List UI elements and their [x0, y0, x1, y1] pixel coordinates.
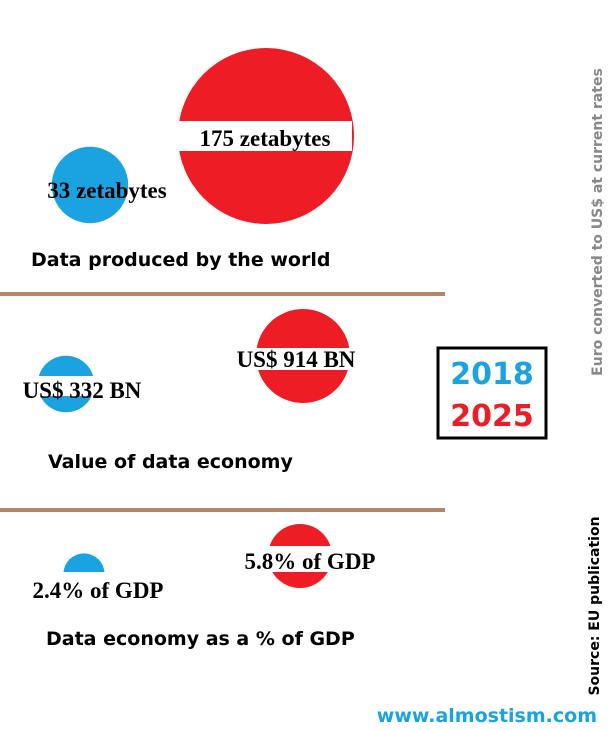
value-label-2025-gdp-share: 5.8% of GDP [245, 549, 376, 574]
panel-value-data-economy: US$ 332 BN US$ 914 BN Value of data econ… [23, 309, 356, 473]
source-note: Source: EU publication [587, 516, 603, 695]
legend-year-2018: 2018 [450, 357, 534, 392]
bubble-2018-data-produced [51, 146, 129, 224]
year-legend: 2018 2025 [436, 346, 548, 440]
label-band-2025-data-produced [178, 121, 352, 151]
panel-title-gdp-share: Data economy as a % of GDP [46, 628, 355, 650]
currency-note: Euro converted to US$ at current rates [590, 68, 606, 376]
label-band-2018-gdp-share [63, 572, 105, 602]
panel-data-produced: 33 zetabytes 175 zetabytes Data produced… [31, 12, 354, 271]
panel-gdp-share: 2.4% of GDP 5.8% of GDP Data economy as … [33, 524, 376, 650]
value-label-2025-value-data-economy: US$ 914 BN [237, 347, 356, 372]
panel-title-value-data-economy: Value of data economy [48, 451, 293, 473]
legend-box [436, 346, 548, 440]
label-band-2025-gdp-share [268, 546, 332, 572]
label-band-2018-data-produced [51, 12, 129, 35]
panel-title-data-produced: Data produced by the world [31, 249, 330, 271]
label-band-2018-value-data-economy [37, 376, 95, 396]
legend-year-2025: 2025 [450, 399, 534, 434]
value-label-2018-value-data-economy: US$ 332 BN [23, 378, 142, 403]
value-label-2018-data-produced: 33 zetabytes [47, 178, 166, 203]
value-label-2025-data-produced: 175 zetabytes [200, 126, 331, 151]
website-link[interactable]: www.almostism.com [377, 705, 597, 727]
value-label-2018-gdp-share: 2.4% of GDP [33, 578, 164, 603]
label-band-2025-value-data-economy [256, 348, 350, 370]
